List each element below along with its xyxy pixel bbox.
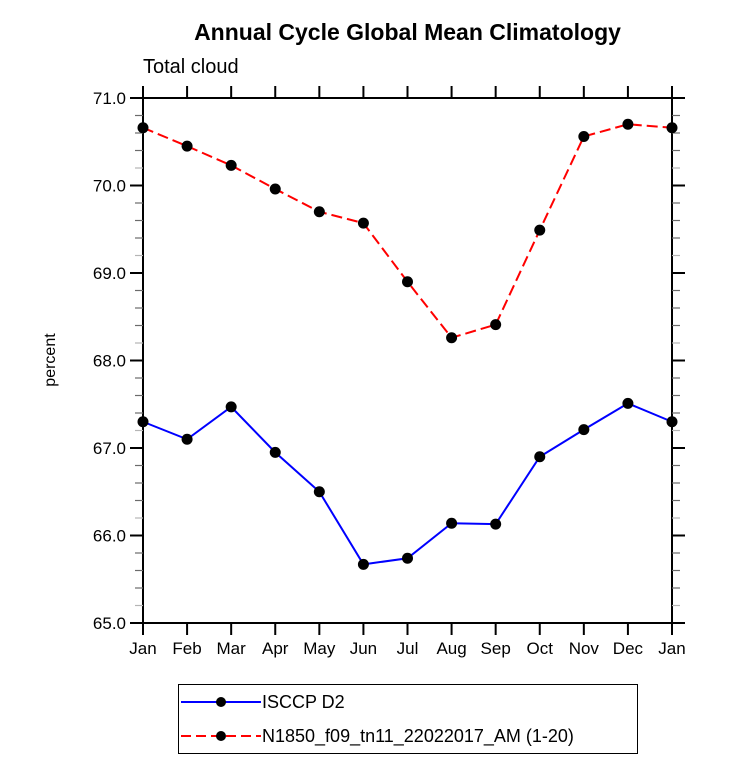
y-tick-label: 66.0	[93, 527, 126, 546]
data-point-marker	[622, 397, 634, 409]
data-point-marker	[534, 451, 546, 463]
y-tick-label: 69.0	[93, 264, 126, 283]
data-point-marker	[269, 446, 281, 458]
legend-box: ISCCP D2 N1850_f09_tn11_22022017_AM (1-2…	[178, 684, 638, 754]
data-point-marker	[446, 332, 458, 344]
y-tick-label: 65.0	[93, 614, 126, 633]
data-point-marker	[225, 401, 237, 413]
x-tick-label: Apr	[262, 639, 289, 658]
data-point-marker	[490, 319, 502, 331]
legend-label: N1850_f09_tn11_22022017_AM (1-20)	[262, 725, 574, 746]
data-point-marker	[225, 159, 237, 171]
data-point-marker	[490, 518, 502, 530]
data-point-marker	[578, 424, 590, 436]
legend-entry-isccp: ISCCP D2	[179, 686, 637, 719]
x-tick-label: Mar	[217, 639, 247, 658]
x-tick-label: Jul	[397, 639, 419, 658]
y-tick-label: 71.0	[93, 89, 126, 108]
y-tick-label: 68.0	[93, 352, 126, 371]
x-tick-label: Jan	[658, 639, 685, 658]
x-tick-label: Nov	[569, 639, 600, 658]
data-point-marker	[402, 552, 413, 564]
legend-line-sample-solid-blue	[181, 697, 261, 708]
data-point-marker	[446, 517, 458, 529]
x-tick-label: Jun	[350, 639, 377, 658]
x-tick-label: Feb	[172, 639, 201, 658]
legend-entry-model: N1850_f09_tn11_22022017_AM (1-20)	[179, 719, 637, 752]
data-point-marker	[137, 122, 149, 134]
series-line-dashed	[142, 123, 673, 339]
series-line-solid	[142, 402, 673, 566]
data-point-marker	[313, 486, 325, 498]
x-tick-label: Aug	[436, 639, 466, 658]
data-point-marker	[622, 118, 634, 130]
data-point-marker	[357, 558, 369, 570]
y-tick-label: 67.0	[93, 439, 126, 458]
data-point-marker	[181, 433, 193, 445]
chart-title: Annual Cycle Global Mean Climatology	[194, 19, 621, 45]
data-point-marker	[137, 416, 149, 428]
data-point-marker	[534, 224, 546, 236]
data-point-marker	[313, 206, 325, 218]
x-tick-label: May	[303, 639, 336, 658]
data-point-marker	[578, 131, 590, 142]
y-tick-label: 70.0	[93, 177, 126, 196]
data-point-marker	[666, 122, 678, 134]
data-point-marker	[357, 217, 369, 229]
x-tick-label: Sep	[481, 639, 511, 658]
legend-label: ISCCP D2	[262, 692, 345, 713]
x-tick-label: Jan	[129, 639, 156, 658]
data-point-marker	[269, 183, 281, 195]
legend-marker-dot	[216, 697, 226, 708]
x-tick-label: Dec	[613, 639, 644, 658]
x-tick-label: Oct	[527, 639, 554, 658]
plot-frame	[142, 97, 673, 624]
chart-subtitle: Total cloud	[143, 56, 239, 78]
data-point-marker	[181, 140, 193, 152]
data-point-marker	[666, 416, 678, 428]
data-point-marker	[402, 276, 413, 288]
legend-marker-dot	[216, 730, 226, 741]
legend-line-sample-dashed-red	[181, 730, 261, 741]
